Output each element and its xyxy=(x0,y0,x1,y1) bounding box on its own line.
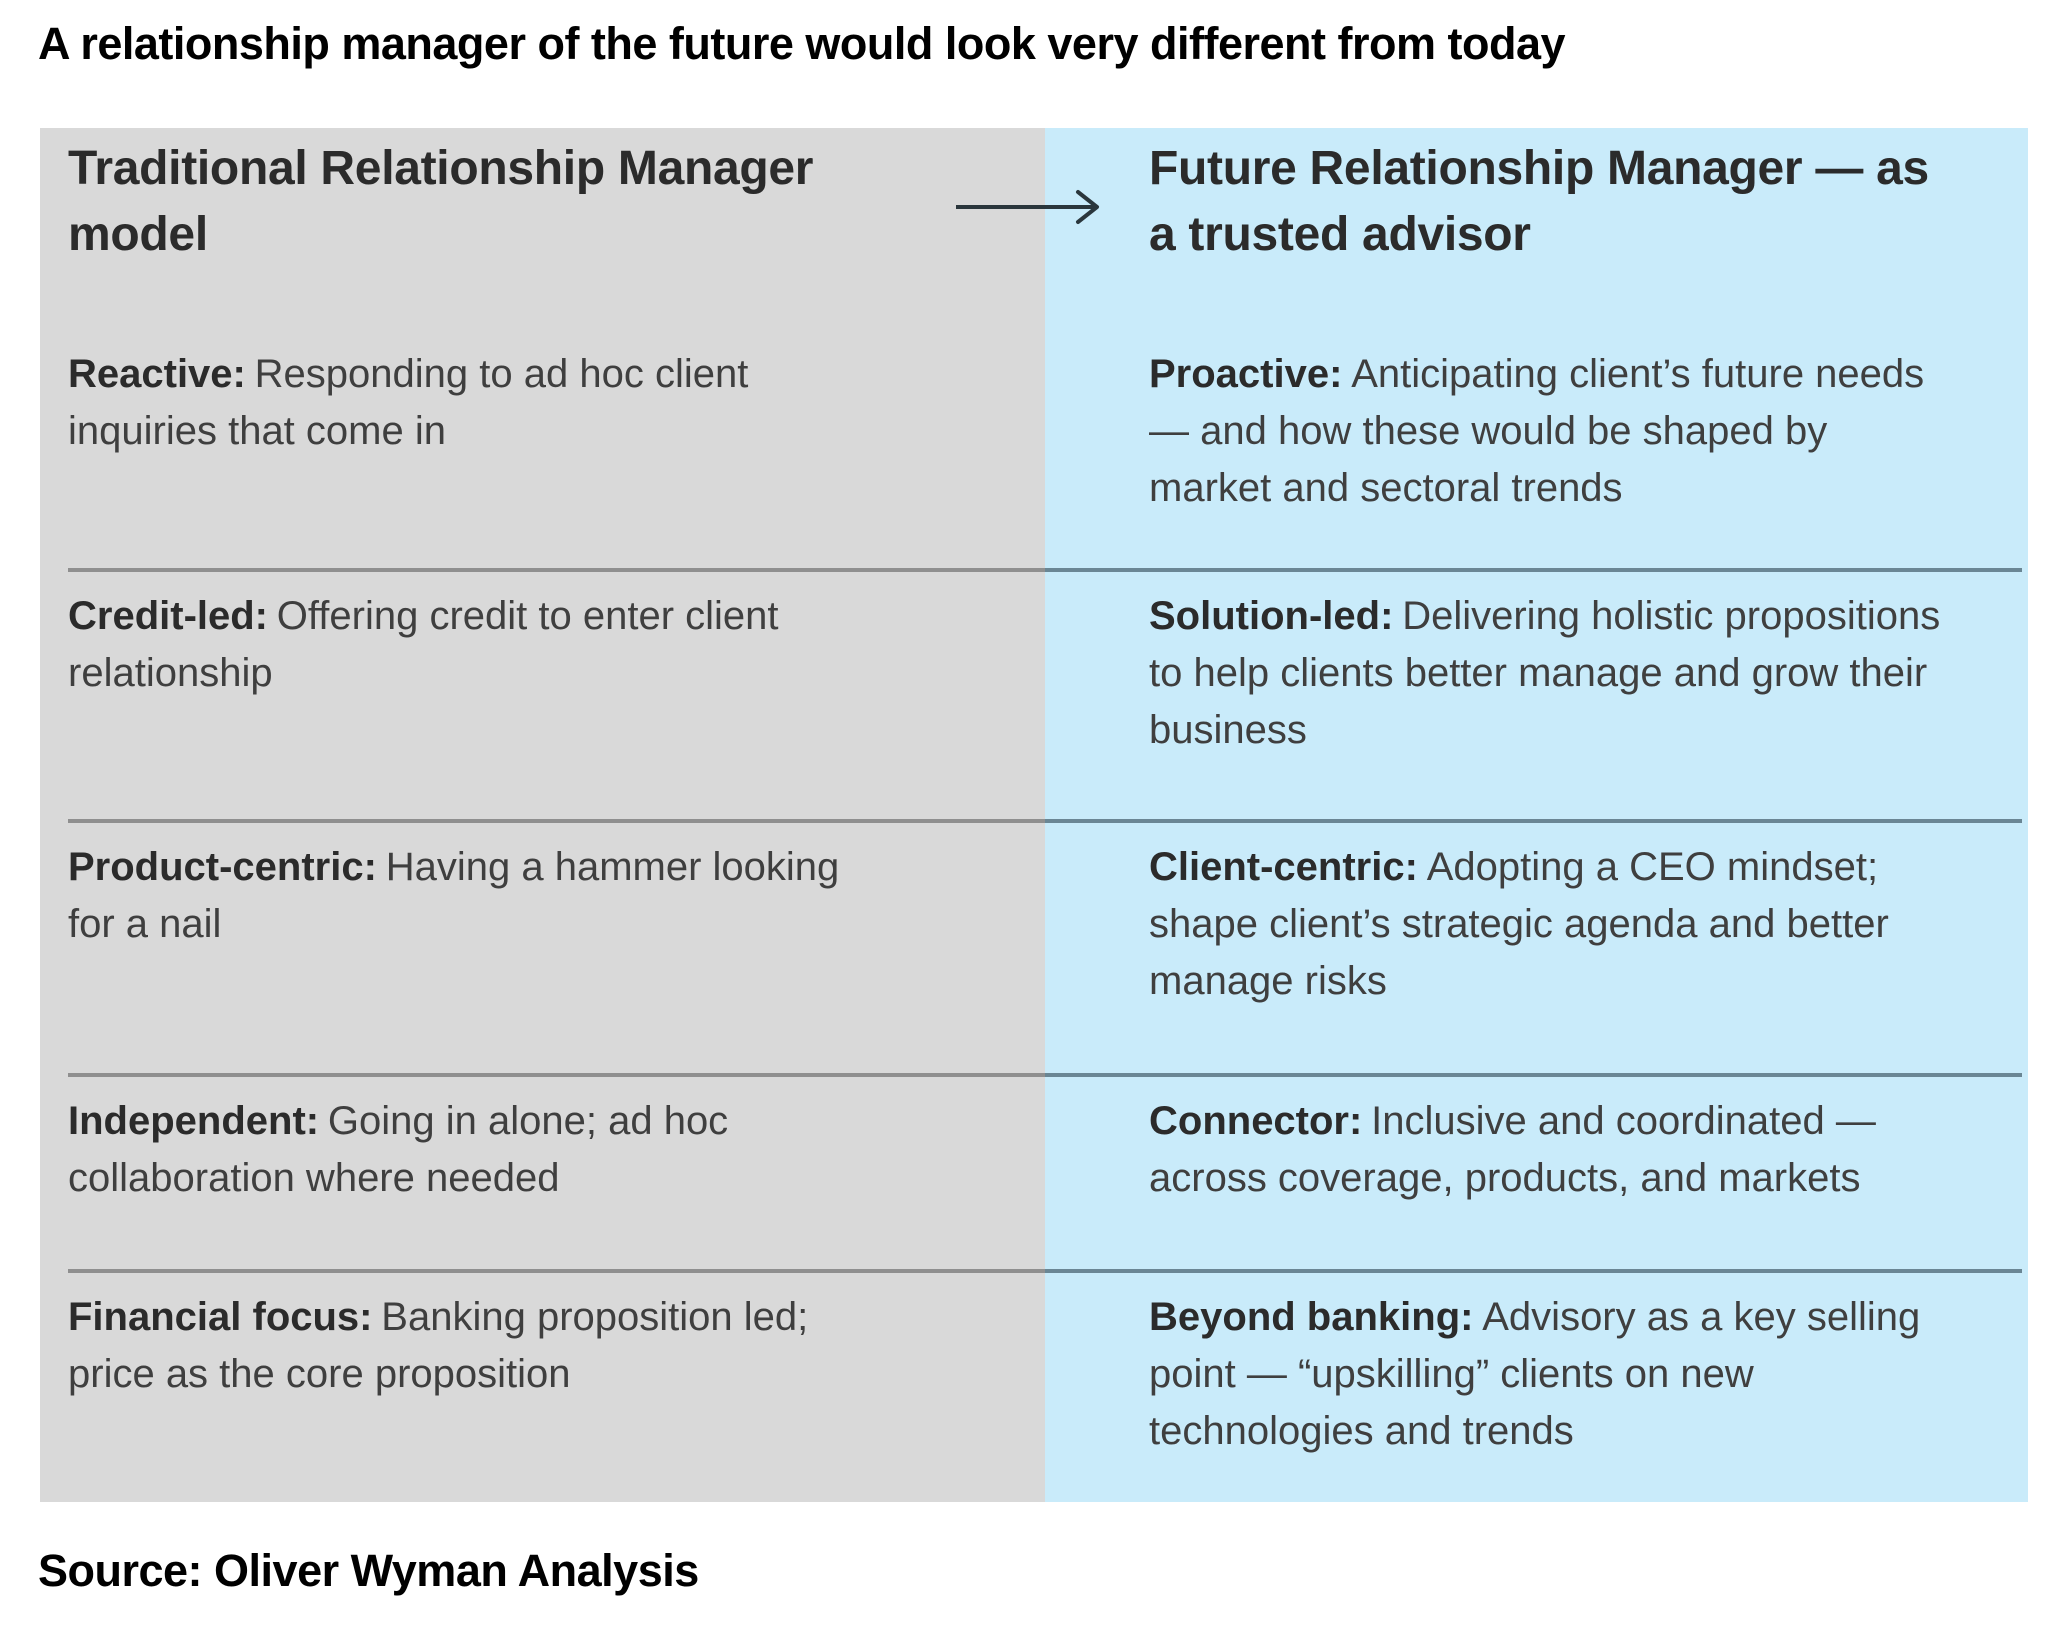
table-row-product-centric-left: Product-centric: Having a hammer looking … xyxy=(40,823,1045,1077)
row-desc: Anticipating client’s future needs — and… xyxy=(1149,352,1925,510)
table-row-reactive-left: Reactive: Responding to ad hoc client inq… xyxy=(40,330,1045,572)
table-row-proactive-right: Proactive: Anticipating client’s future n… xyxy=(1045,330,2028,572)
comparison-table: Traditional Relationship Manager model F… xyxy=(40,128,2028,1502)
row-desc: Responding to ad hoc client inquiries th… xyxy=(68,352,749,453)
row-term: Connector: xyxy=(1149,1099,1363,1143)
row-term: Credit-led: xyxy=(68,594,268,638)
row-term: Product-centric: xyxy=(68,845,377,889)
row-desc: Delivering holistic propositions to help… xyxy=(1149,594,1941,752)
row-desc: Offering credit to enter client relation… xyxy=(68,594,779,695)
row-term: Reactive: xyxy=(68,352,246,396)
row-desc: Having a hammer looking for a nail xyxy=(68,845,840,946)
traditional-column-header: Traditional Relationship Manager model xyxy=(40,128,1045,330)
future-column-header: Future Relationship Manager — as a trust… xyxy=(1045,128,2028,330)
row-desc: Banking proposition led; price as the co… xyxy=(68,1295,809,1396)
row-term: Independent: xyxy=(68,1099,320,1143)
table-row-connector-right: Connector: Inclusive and coordinated — ac… xyxy=(1045,1077,2028,1273)
table-row-independent-left: Independent: Going in alone; ad hoc colla… xyxy=(40,1077,1045,1273)
row-term: Proactive: xyxy=(1149,352,1343,396)
table-row-credit-led-left: Credit-led: Offering credit to enter clie… xyxy=(40,572,1045,823)
source-attribution: Source: Oliver Wyman Analysis xyxy=(38,1545,699,1596)
row-term: Beyond banking: xyxy=(1149,1295,1474,1339)
row-term: Solution-led: xyxy=(1149,594,1394,638)
row-desc: Inclusive and coordinated — across cover… xyxy=(1149,1099,1876,1200)
table-row-beyond-banking-right: Beyond banking: Advisory as a key selling… xyxy=(1045,1273,2028,1502)
table-row-financial-focus-left: Financial focus: Banking proposition led;… xyxy=(40,1273,1045,1502)
table-row-client-centric-right: Client-centric: Adopting a CEO mindset; s… xyxy=(1045,823,2028,1077)
row-desc: Going in alone; ad hoc collaboration whe… xyxy=(68,1099,729,1200)
row-desc: Adopting a CEO mindset; shape client’s s… xyxy=(1149,845,1889,1003)
row-term: Financial focus: xyxy=(68,1295,373,1339)
table-row-solution-led-right: Solution-led: Delivering holistic proposi… xyxy=(1045,572,2028,823)
page-title: A relationship manager of the future wou… xyxy=(38,18,1566,69)
row-desc: Advisory as a key selling point — “upski… xyxy=(1149,1295,1921,1453)
row-term: Client-centric: xyxy=(1149,845,1418,889)
right-arrow-icon xyxy=(952,187,1104,227)
